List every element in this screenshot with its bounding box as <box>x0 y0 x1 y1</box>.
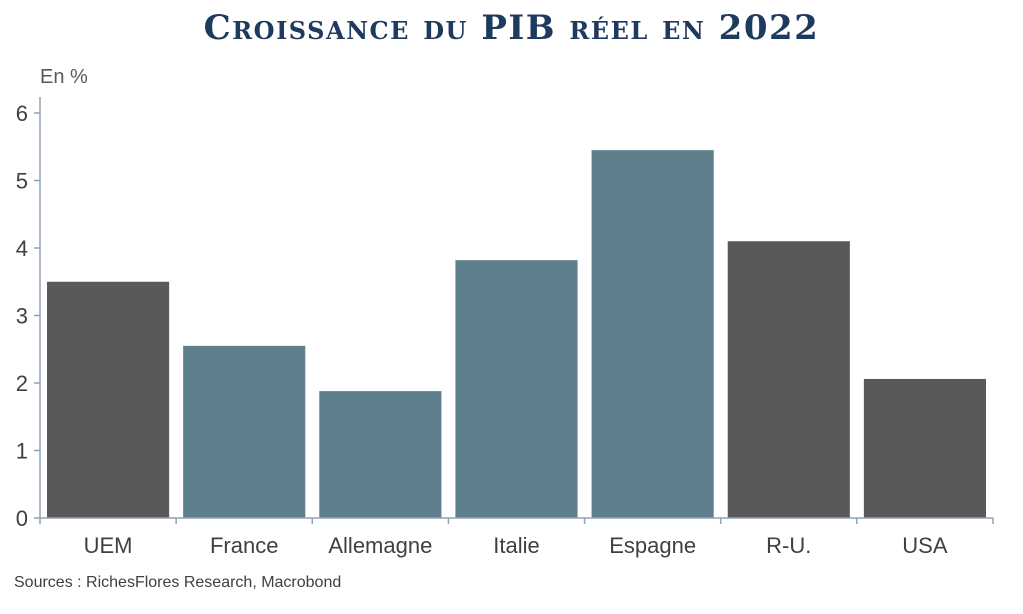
bar-r-u <box>727 241 850 518</box>
y-tick-label: 1 <box>16 439 28 464</box>
x-tick-label: France <box>210 533 278 558</box>
x-tick-label: Espagne <box>609 533 696 558</box>
x-tick-label: UEM <box>84 533 133 558</box>
source-note: Sources : RichesFlores Research, Macrobo… <box>14 574 342 591</box>
bars-group <box>47 150 986 518</box>
y-tick-label: 4 <box>16 236 28 261</box>
x-tick-label: R-U. <box>766 533 811 558</box>
bar-allemagne <box>319 391 442 518</box>
y-tick-label: 0 <box>16 506 28 531</box>
y-unit-label: En % <box>40 66 88 88</box>
bar-france <box>183 345 306 518</box>
x-tick-label: Allemagne <box>328 533 432 558</box>
y-tick-label: 2 <box>16 371 28 396</box>
chart-title: Croissance du PIB réel en 2022 <box>203 8 820 48</box>
bar-usa <box>863 378 986 518</box>
labels-group: 0 1 2 3 4 5 6 UEM France Allemagne Italie Espagne R-… <box>16 101 948 558</box>
bar-italie <box>455 260 578 518</box>
bar-uem <box>47 281 170 518</box>
x-tick-label: Italie <box>493 533 539 558</box>
axes-group <box>34 97 994 524</box>
x-tick-label: USA <box>902 533 948 558</box>
y-tick-label: 5 <box>16 169 28 194</box>
bar-espagne <box>591 150 714 518</box>
y-tick-label: 6 <box>16 101 28 126</box>
y-tick-label: 3 <box>16 304 28 329</box>
